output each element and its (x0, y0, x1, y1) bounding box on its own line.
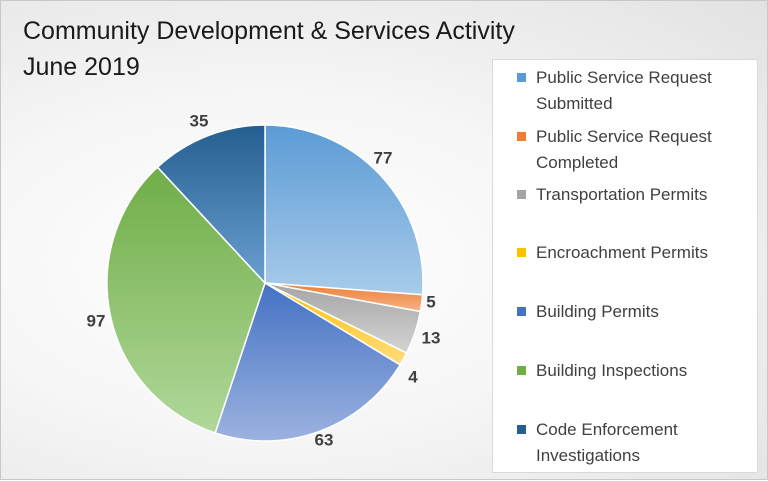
pie-slices (106, 124, 424, 442)
legend-label-1: Public Service Request Completed (536, 127, 712, 172)
pie-slice-0 (264, 124, 424, 296)
data-label-1: 5 (426, 292, 435, 311)
data-label-3: 4 (408, 367, 418, 386)
chart-subtitle: June 2019 (23, 53, 140, 81)
legend-item-1: Public Service Request Completed (517, 124, 747, 176)
legend-item-4: Building Permits (517, 299, 747, 325)
legend-swatch-4 (517, 307, 526, 316)
chart-title-block: Community Development & Services Activit… (23, 13, 515, 85)
legend-label-3: Encroachment Permits (536, 243, 708, 262)
chart-legend: Public Service Request Submitted Public S… (492, 59, 758, 473)
legend-label-0: Public Service Request Submitted (536, 68, 712, 113)
legend-label-2: Transportation Permits (536, 185, 708, 204)
data-label-2: 13 (422, 328, 441, 347)
legend-label-6: Code Enforcement Investigations (536, 420, 678, 465)
data-label-4: 63 (315, 430, 334, 449)
legend-swatch-1 (517, 132, 526, 141)
legend-swatch-5 (517, 366, 526, 375)
legend-item-2: Transportation Permits (517, 182, 747, 208)
pie-data-labels: 77 5 13 4 63 97 35 (87, 111, 441, 449)
data-label-5: 97 (87, 311, 106, 330)
pie-slice-4 (214, 281, 402, 442)
data-label-0: 77 (374, 148, 393, 167)
legend-item-5: Building Inspections (517, 358, 747, 384)
legend-item-0: Public Service Request Submitted (517, 65, 747, 117)
legend-swatch-2 (517, 190, 526, 199)
legend-swatch-0 (517, 73, 526, 82)
legend-item-6: Code Enforcement Investigations (517, 417, 747, 469)
pie-slice-6 (156, 124, 266, 285)
legend-swatch-3 (517, 248, 526, 257)
data-label-6: 35 (190, 111, 209, 130)
pie-slice-5 (106, 166, 266, 434)
legend-item-3: Encroachment Permits (517, 240, 747, 266)
legend-swatch-6 (517, 425, 526, 434)
chart-title: Community Development & Services Activit… (23, 17, 515, 45)
legend-label-4: Building Permits (536, 302, 659, 321)
legend-label-5: Building Inspections (536, 361, 688, 380)
